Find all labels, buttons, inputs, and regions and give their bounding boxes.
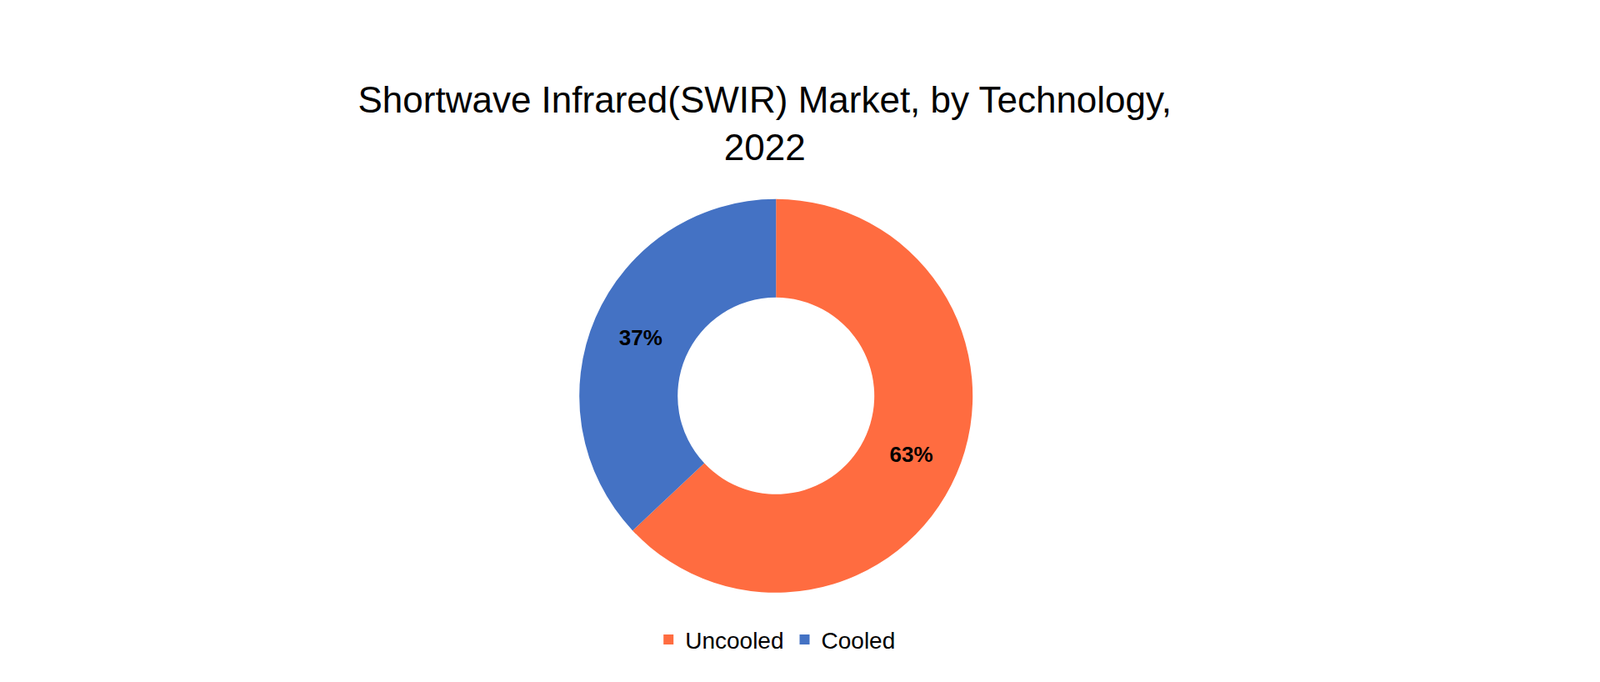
svg-text:37%: 37% bbox=[619, 325, 663, 350]
svg-text:Uncooled: Uncooled bbox=[685, 627, 784, 654]
svg-text:Cooled: Cooled bbox=[821, 627, 896, 654]
svg-text:63%: 63% bbox=[890, 441, 934, 467]
svg-text:Shortwave Infrared(SWIR) Marke: Shortwave Infrared(SWIR) Market, by Tech… bbox=[357, 79, 1172, 168]
